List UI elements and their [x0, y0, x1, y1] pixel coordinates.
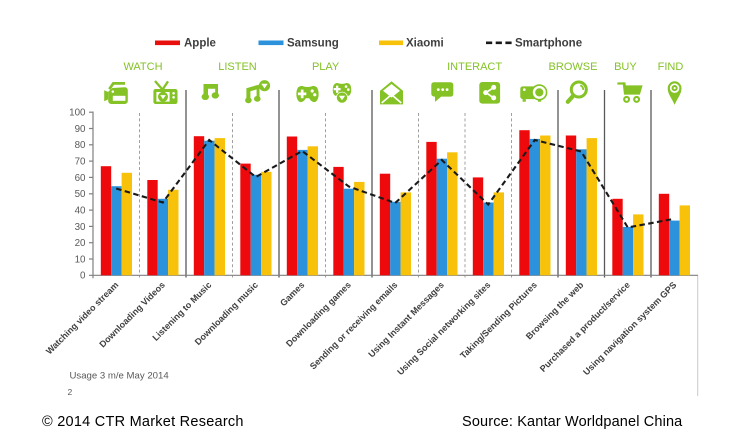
- svg-text:FIND: FIND: [658, 61, 684, 73]
- svg-text:90: 90: [75, 124, 86, 135]
- svg-text:80: 80: [75, 140, 86, 151]
- svg-text:30: 30: [75, 222, 86, 233]
- svg-text:10: 10: [75, 254, 86, 265]
- svg-text:Taking/Sending Pictures: Taking/Sending Pictures: [458, 280, 539, 361]
- svg-text:100: 100: [69, 108, 86, 119]
- svg-text:Usage 3 m/e May 2014: Usage 3 m/e May 2014: [70, 371, 170, 382]
- svg-text:Xiaomi: Xiaomi: [406, 38, 444, 50]
- svg-text:Using Instant Messages: Using Instant Messages: [366, 280, 446, 360]
- svg-text:© 2014 CTR Market Research: © 2014 CTR Market Research: [42, 414, 244, 430]
- svg-text:Smartphone: Smartphone: [515, 38, 582, 50]
- svg-text:Purchased a product/service: Purchased a product/service: [538, 280, 632, 374]
- svg-text:INTERACT: INTERACT: [447, 61, 502, 73]
- svg-text:Apple: Apple: [184, 38, 216, 50]
- svg-text:LISTEN: LISTEN: [218, 61, 257, 73]
- svg-text:Source: Kantar Worldpanel Chin: Source: Kantar Worldpanel China: [462, 414, 683, 430]
- svg-text:0: 0: [80, 271, 86, 282]
- svg-text:BUY: BUY: [614, 61, 637, 73]
- svg-text:Samsung: Samsung: [287, 38, 339, 50]
- svg-text:50: 50: [75, 189, 86, 200]
- svg-text:WATCH: WATCH: [123, 61, 162, 73]
- svg-text:60: 60: [75, 173, 86, 184]
- svg-text:70: 70: [75, 157, 86, 168]
- svg-text:Using navigation system GPS: Using navigation system GPS: [581, 280, 678, 377]
- svg-text:2: 2: [68, 387, 73, 397]
- svg-text:20: 20: [75, 238, 86, 249]
- svg-text:Games: Games: [278, 280, 306, 308]
- svg-text:Using Social networking sites: Using Social networking sites: [395, 280, 492, 377]
- svg-text:BROWSE: BROWSE: [549, 61, 598, 73]
- svg-text:Sending or receiving emails: Sending or receiving emails: [308, 280, 400, 372]
- svg-text:PLAY: PLAY: [312, 61, 340, 73]
- svg-text:40: 40: [75, 206, 86, 217]
